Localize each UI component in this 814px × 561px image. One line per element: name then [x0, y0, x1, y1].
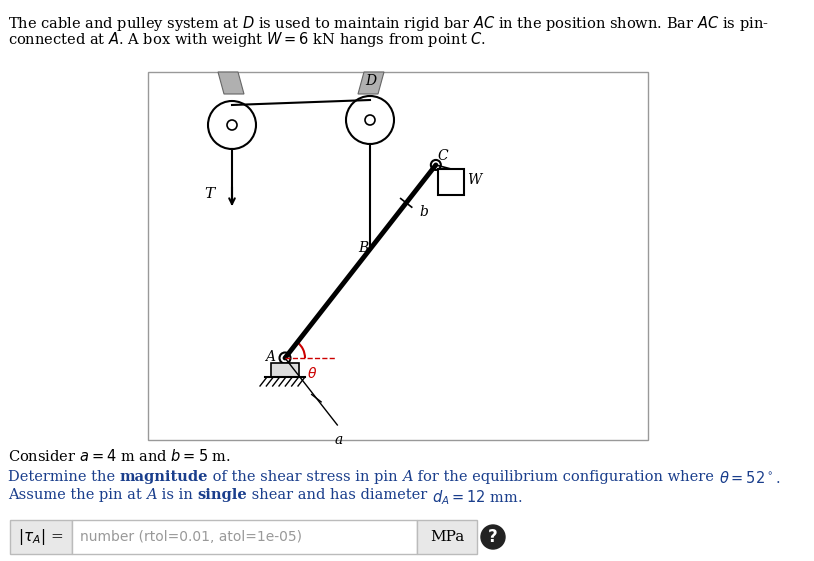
- Bar: [417, 520, 477, 554]
- Text: Consider $a = 4$ m and $b = 5$ m.: Consider $a = 4$ m and $b = 5$ m.: [8, 448, 231, 464]
- Text: shear and has diameter: shear and has diameter: [247, 488, 432, 502]
- Text: A: A: [402, 470, 414, 484]
- Circle shape: [365, 115, 375, 125]
- Text: connected at $A$. A box with weight $W = 6$ kN hangs from point $C$.: connected at $A$. A box with weight $W =…: [8, 30, 486, 49]
- Text: is in: is in: [157, 488, 198, 502]
- Circle shape: [481, 525, 505, 549]
- Polygon shape: [358, 72, 384, 94]
- Text: b: b: [419, 205, 428, 219]
- Text: B: B: [358, 241, 368, 255]
- Text: of the shear stress in pin: of the shear stress in pin: [208, 470, 402, 484]
- Text: ?: ?: [488, 528, 498, 546]
- Text: a: a: [335, 433, 343, 447]
- Text: Determine the: Determine the: [8, 470, 120, 484]
- Text: The cable and pulley system at $D$ is used to maintain rigid bar $AC$ in the pos: The cable and pulley system at $D$ is us…: [8, 14, 768, 33]
- Text: MPa: MPa: [430, 530, 464, 544]
- Circle shape: [208, 101, 256, 149]
- Bar: [10, 520, 72, 554]
- Text: A: A: [265, 350, 275, 364]
- Text: single: single: [198, 488, 247, 502]
- Text: number (rtol=0.01, atol=1e-05): number (rtol=0.01, atol=1e-05): [80, 530, 302, 544]
- Bar: [72, 520, 417, 554]
- Circle shape: [227, 120, 237, 130]
- Text: Assume the pin at: Assume the pin at: [8, 488, 147, 502]
- Text: $|\tau_A|$ =: $|\tau_A|$ =: [19, 527, 63, 547]
- Text: $\theta$: $\theta$: [307, 366, 317, 381]
- Circle shape: [431, 160, 441, 170]
- Bar: [271, 363, 299, 377]
- Polygon shape: [218, 72, 244, 94]
- Text: W: W: [467, 173, 481, 187]
- Circle shape: [279, 352, 291, 364]
- Text: C: C: [438, 149, 449, 163]
- Circle shape: [346, 96, 394, 144]
- Text: magnitude: magnitude: [120, 470, 208, 484]
- Text: A: A: [147, 488, 157, 502]
- Bar: [148, 72, 648, 440]
- Text: $\theta = 52^\circ$.: $\theta = 52^\circ$.: [719, 470, 781, 486]
- Text: T: T: [204, 187, 214, 201]
- Text: for the equilibrium configuration where: for the equilibrium configuration where: [414, 470, 719, 484]
- Bar: [438, 169, 464, 195]
- Text: $d_A = 12$ mm.: $d_A = 12$ mm.: [432, 488, 523, 507]
- Text: D: D: [365, 74, 376, 88]
